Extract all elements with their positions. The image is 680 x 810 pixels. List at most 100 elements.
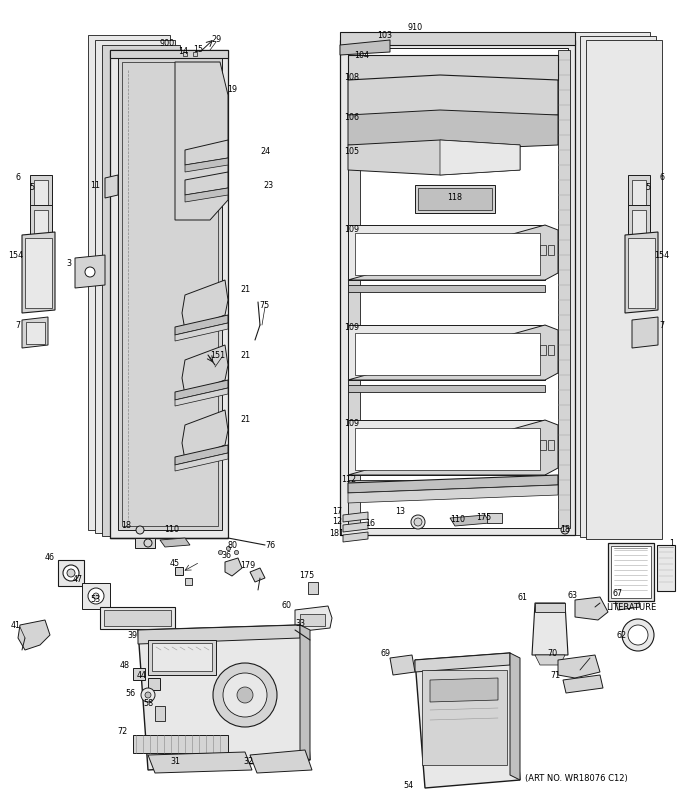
Polygon shape xyxy=(22,317,48,348)
Polygon shape xyxy=(632,317,658,348)
Bar xyxy=(148,640,216,675)
Text: 109: 109 xyxy=(345,225,360,235)
Text: 105: 105 xyxy=(345,147,360,156)
Text: 67: 67 xyxy=(613,589,623,598)
Polygon shape xyxy=(34,180,48,205)
Polygon shape xyxy=(135,538,155,548)
Polygon shape xyxy=(532,603,568,655)
Bar xyxy=(100,607,175,629)
Text: 110: 110 xyxy=(165,526,180,535)
Circle shape xyxy=(223,673,267,717)
Text: 21: 21 xyxy=(240,285,250,295)
Polygon shape xyxy=(348,325,558,380)
Polygon shape xyxy=(175,315,228,335)
Text: 106: 106 xyxy=(345,113,360,122)
Bar xyxy=(540,245,546,255)
Polygon shape xyxy=(348,285,545,292)
Bar xyxy=(26,322,45,344)
Polygon shape xyxy=(110,50,228,58)
Polygon shape xyxy=(348,75,558,120)
Polygon shape xyxy=(185,140,228,165)
Polygon shape xyxy=(355,333,540,375)
Polygon shape xyxy=(138,625,310,770)
Polygon shape xyxy=(628,205,650,240)
Polygon shape xyxy=(348,485,558,503)
Polygon shape xyxy=(575,32,650,535)
Text: 60: 60 xyxy=(281,600,291,609)
Polygon shape xyxy=(632,210,646,235)
Polygon shape xyxy=(250,568,265,582)
Text: 118: 118 xyxy=(447,194,462,202)
Circle shape xyxy=(213,663,277,727)
Polygon shape xyxy=(185,158,228,172)
Text: 5: 5 xyxy=(29,184,35,193)
Polygon shape xyxy=(348,475,558,493)
Polygon shape xyxy=(175,445,228,465)
Polygon shape xyxy=(355,428,540,470)
Polygon shape xyxy=(348,325,545,380)
Text: 21: 21 xyxy=(240,351,250,360)
Polygon shape xyxy=(102,45,180,536)
Text: 76: 76 xyxy=(265,540,275,549)
Text: 154: 154 xyxy=(654,250,670,259)
Bar xyxy=(628,238,655,308)
Text: LITERATURE: LITERATURE xyxy=(606,603,656,612)
Bar xyxy=(300,614,325,626)
Polygon shape xyxy=(343,522,368,532)
Polygon shape xyxy=(440,140,520,175)
Text: 14: 14 xyxy=(178,48,188,57)
Polygon shape xyxy=(390,655,415,675)
Bar xyxy=(540,345,546,355)
Text: 181: 181 xyxy=(330,528,345,538)
Bar xyxy=(558,50,570,528)
Polygon shape xyxy=(95,40,175,533)
Polygon shape xyxy=(343,532,368,542)
Text: 154: 154 xyxy=(8,250,24,259)
Polygon shape xyxy=(625,232,658,313)
Polygon shape xyxy=(348,110,558,150)
Text: 70: 70 xyxy=(547,649,557,658)
Text: 18: 18 xyxy=(560,526,570,535)
Text: 18: 18 xyxy=(121,521,131,530)
Text: 47: 47 xyxy=(73,575,83,585)
Circle shape xyxy=(145,692,151,698)
Circle shape xyxy=(561,526,569,534)
Polygon shape xyxy=(343,512,368,522)
Bar xyxy=(415,185,495,213)
Bar xyxy=(608,543,654,601)
Polygon shape xyxy=(300,625,310,760)
Polygon shape xyxy=(510,653,520,780)
Text: 12: 12 xyxy=(332,518,342,526)
Polygon shape xyxy=(348,385,545,392)
Text: 44: 44 xyxy=(137,671,147,680)
Text: 63: 63 xyxy=(567,590,577,599)
Text: 48: 48 xyxy=(120,660,130,670)
Text: 72: 72 xyxy=(117,727,127,736)
Text: 3: 3 xyxy=(67,258,71,267)
Polygon shape xyxy=(615,597,640,610)
Polygon shape xyxy=(175,380,228,400)
Polygon shape xyxy=(415,653,520,788)
Circle shape xyxy=(237,687,253,703)
Circle shape xyxy=(411,515,425,529)
Text: 11: 11 xyxy=(90,181,100,190)
Polygon shape xyxy=(348,225,545,280)
Text: 32: 32 xyxy=(243,757,253,766)
Text: 6: 6 xyxy=(16,173,20,182)
Bar xyxy=(540,440,546,450)
Polygon shape xyxy=(348,420,545,475)
Text: 36: 36 xyxy=(221,552,231,561)
Bar xyxy=(611,546,651,598)
Polygon shape xyxy=(535,603,565,612)
Polygon shape xyxy=(22,232,55,313)
Bar xyxy=(548,440,554,450)
Bar xyxy=(422,670,507,765)
Text: 15: 15 xyxy=(193,45,203,53)
Polygon shape xyxy=(185,188,228,202)
Text: 108: 108 xyxy=(345,74,360,83)
Text: 5: 5 xyxy=(645,184,651,193)
Text: 900: 900 xyxy=(159,39,175,48)
Circle shape xyxy=(628,625,648,645)
Text: 80: 80 xyxy=(227,540,237,549)
Polygon shape xyxy=(182,280,228,330)
